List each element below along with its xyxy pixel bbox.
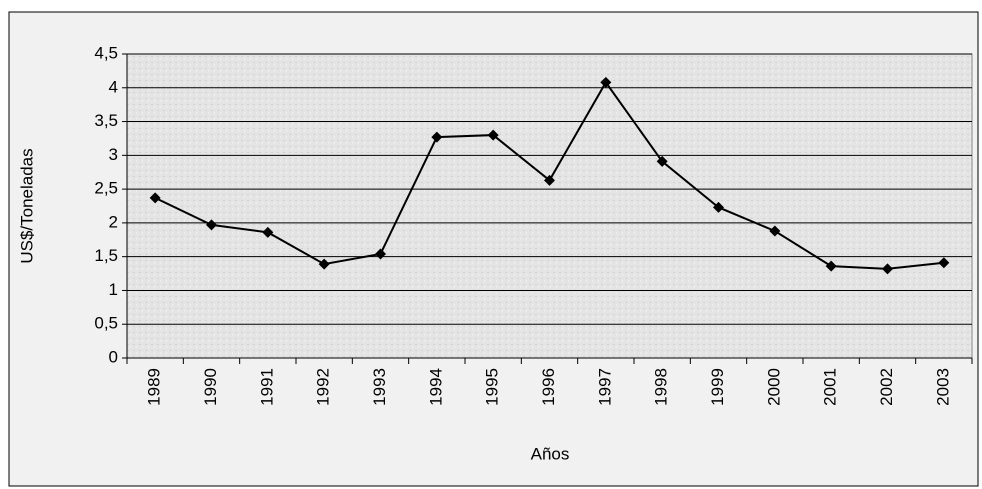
x-tick-label: 1996 <box>539 368 558 406</box>
x-tick-label: 2003 <box>933 368 952 406</box>
x-tick-label: 1999 <box>708 368 727 406</box>
y-tick-label: 1 <box>109 280 118 299</box>
data-marker <box>544 174 555 186</box>
y-tick-label: 0 <box>109 347 118 366</box>
data-marker <box>149 192 161 204</box>
data-marker <box>318 258 330 270</box>
x-tick-label: 1989 <box>145 368 164 406</box>
x-tick-label: 1998 <box>652 368 671 406</box>
data-marker <box>713 201 724 213</box>
x-tick-label: 2000 <box>764 368 783 406</box>
x-tick-label: 1992 <box>314 368 333 406</box>
data-marker <box>600 76 612 88</box>
y-tick-label: 0,5 <box>94 314 118 333</box>
data-marker <box>769 225 781 237</box>
x-tick-label: 1990 <box>201 368 220 406</box>
data-marker <box>431 131 443 143</box>
x-tick-label: 1995 <box>483 368 502 406</box>
data-marker <box>206 219 217 231</box>
y-tick-label: 3 <box>109 145 118 164</box>
x-tick-label: 1993 <box>370 368 389 406</box>
data-marker <box>882 263 893 275</box>
x-axis-title: Años <box>531 444 570 463</box>
y-tick-label: 2 <box>109 212 118 231</box>
y-tick-label: 3,5 <box>94 111 118 130</box>
data-marker <box>375 248 386 260</box>
y-tick-label: 4,5 <box>94 43 118 62</box>
plot-area <box>126 53 973 359</box>
x-tick-label: 1994 <box>426 368 445 406</box>
data-marker <box>262 226 274 238</box>
y-tick-label: 4 <box>109 77 118 96</box>
x-tick-label: 1997 <box>595 368 614 406</box>
data-marker <box>825 260 837 272</box>
y-tick-label: 1,5 <box>94 246 118 265</box>
data-marker <box>487 129 499 141</box>
data-marker <box>656 155 668 167</box>
y-tick-label: 2,5 <box>94 179 118 198</box>
data-marker <box>938 257 950 269</box>
x-tick-label: 1991 <box>257 368 276 406</box>
x-tick-label: 2001 <box>821 368 840 406</box>
y-axis-title: US$/Toneladas <box>17 148 36 263</box>
x-tick-label: 2002 <box>877 368 896 406</box>
